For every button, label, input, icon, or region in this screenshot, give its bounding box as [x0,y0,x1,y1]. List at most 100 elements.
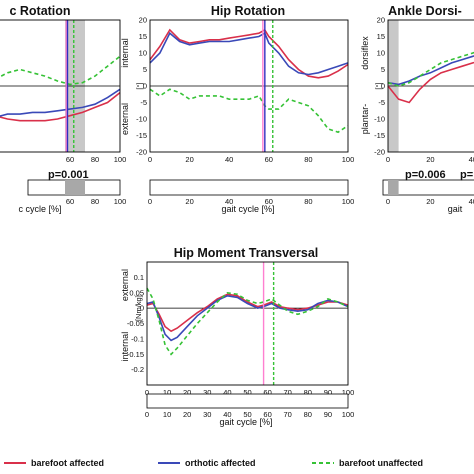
bar-tick-label: 20 [183,410,191,419]
x-tick-label: 90 [324,388,332,397]
x-tick-label: 40 [223,388,231,397]
y-tick-label: 20 [139,16,147,25]
x-tick-label: 80 [91,155,99,164]
bar-tick-label: 20 [426,197,434,206]
series-line-barefoot_affected [149,28,349,79]
x-tick-label: 10 [163,388,171,397]
y-tick-label: -0.1 [131,334,144,343]
series-line-barefoot_unaffected [146,287,349,356]
series-line-barefoot_unaffected [387,51,474,87]
bar-tick-label: 80 [304,197,312,206]
x-tick-label: 20 [183,388,191,397]
series-line-barefoot_affected [146,293,349,333]
y-tick-label: 5 [143,65,147,74]
x-tick-label: 80 [304,155,312,164]
plot-frame [149,19,349,153]
series-line-barefoot_affected [387,61,474,104]
y-tick-label: -15 [136,131,147,140]
x-tick-label: 20 [185,155,193,164]
bar-tick-label: 90 [324,410,332,419]
y-label-unit: [°] [135,82,144,89]
y-tick-label: -10 [136,115,147,124]
x-tick-label: 0 [386,155,390,164]
y-tick-label: 10 [377,49,385,58]
y-tick-label: -15 [374,131,385,140]
y-label-top: internal [120,38,130,68]
x-axis-label: gait cycle [%] [219,417,272,427]
bar-tick-label: 0 [386,197,390,206]
bar-tick-label: 60 [66,197,74,206]
bar-tick-label: 60 [263,410,271,419]
y-label-unit: [Nm/kg] [134,295,143,321]
y-tick-label: 10 [139,49,147,58]
y-tick-label: -10 [374,115,385,124]
x-tick-label: 60 [263,388,271,397]
y-tick-label: 20 [377,16,385,25]
plot-frame [0,19,121,153]
y-tick-label: 15 [377,32,385,41]
y-tick-label: 0 [140,304,144,313]
chart-panel-3: 0.1 0.05 0 -0.05 -0.1 -0.15 -0.2 0 10 20 30 40 50 60 7… [120,246,354,427]
x-tick-label: 50 [243,388,251,397]
x-tick-label: 100 [342,155,355,164]
y-label-bottom: internal [120,332,130,362]
p-value-2: p= [460,169,473,181]
chart-title: Ankle Dorsi- [388,4,462,18]
bar-tick-label: 100 [342,197,355,206]
p-value: p=0.006 [405,169,446,181]
bar-tick-label: 40 [223,410,231,419]
y-tick-label: 0 [143,82,147,91]
bar-tick-label: 100 [114,197,127,206]
legend-label-barefoot_affected: barefoot affected [31,458,104,468]
x-tick-label: 20 [426,155,434,164]
chart-title: Hip Rotation [211,4,285,18]
legend: barefoot affected orthotic affected barefo… [4,458,423,468]
x-axis-label: gait cycle [%] [221,204,274,214]
legend-label-orthotic_affected: orthotic affected [185,458,256,468]
significance-segment [65,180,85,195]
y-tick-label: -0.05 [127,319,144,328]
x-tick-label: 100 [342,388,355,397]
bar-tick-label: 40 [225,197,233,206]
y-tick-label: 5 [381,65,385,74]
x-tick-label: 70 [284,388,292,397]
y-label-top: external [120,269,130,301]
series-line-orthotic_affected [0,88,121,117]
chart-title: c Rotation [9,4,70,18]
bar-tick-label: 20 [185,197,193,206]
x-axis-label: gait [448,204,463,214]
x-tick-label: 100 [114,155,127,164]
x-axis-label: c cycle [%] [18,204,61,214]
x-tick-label: 60 [66,155,74,164]
y-tick-label: 15 [139,32,147,41]
bar-tick-label: 40 [469,197,474,206]
significance-bar [382,179,474,196]
significance-bar [149,179,349,196]
x-tick-label: 0 [145,388,149,397]
legend-label-barefoot_unaffected: barefoot unaffected [339,458,423,468]
y-tick-label: 0.1 [134,273,144,282]
bar-tick-label: 70 [284,410,292,419]
y-tick-label: 0.05 [129,288,144,297]
series-line-orthotic_affected [146,294,349,342]
y-label-bottom: plantar- [360,104,370,135]
y-label-bottom: external [120,103,130,135]
y-tick-label: -5 [140,98,147,107]
y-tick-label: -20 [374,148,385,157]
bar-tick-label: 0 [148,197,152,206]
series-line-barefoot_affected [0,91,121,122]
x-tick-label: 60 [265,155,273,164]
series-line-orthotic_affected [387,55,474,86]
plot-frame [387,19,474,153]
chart-title: Hip Moment Transversal [174,246,319,260]
bar-tick-label: 100 [342,410,355,419]
plot-frame [146,261,349,386]
bar-tick-label: 50 [243,410,251,419]
p-value: p=0.001 [48,169,89,181]
bar-tick-label: 60 [265,197,273,206]
bar-tick-label: 0 [145,410,149,419]
x-tick-label: 40 [469,155,474,164]
